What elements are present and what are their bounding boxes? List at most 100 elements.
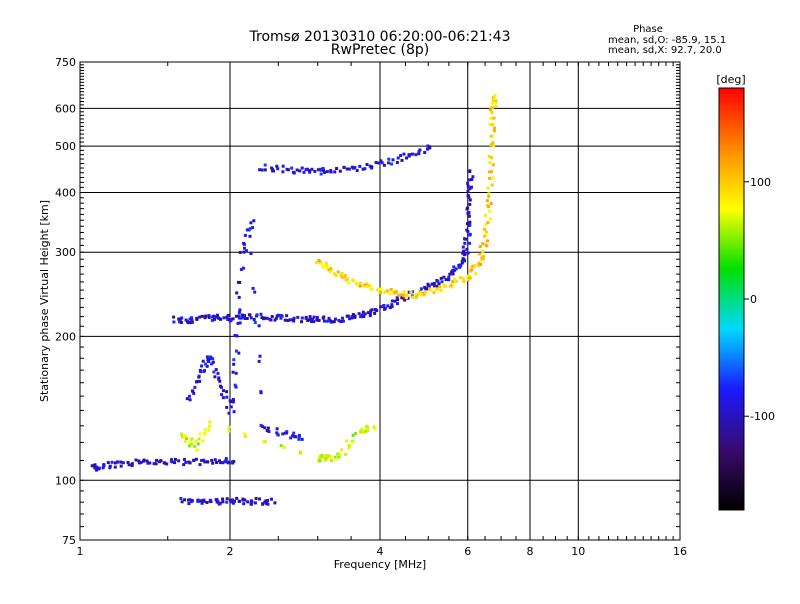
- echo-point: [304, 315, 308, 319]
- echo-point: [324, 261, 328, 265]
- echo-point: [423, 151, 427, 154]
- echo-point: [93, 466, 97, 470]
- x-tick-label: 8: [527, 545, 534, 558]
- echo-point: [322, 168, 326, 172]
- echo-point: [414, 295, 418, 299]
- echo-point: [254, 497, 258, 500]
- echo-point: [365, 285, 368, 289]
- echo-point: [252, 318, 256, 321]
- echo-point: [116, 460, 120, 464]
- echo-point: [483, 227, 486, 231]
- echo-point: [312, 320, 316, 324]
- echo-point: [248, 234, 252, 238]
- echo-point: [390, 299, 394, 303]
- echo-point: [327, 316, 331, 320]
- echo-point: [237, 314, 241, 318]
- echo-point: [339, 320, 343, 324]
- echo-point: [373, 311, 377, 315]
- echo-point: [454, 267, 458, 271]
- echo-point: [383, 290, 387, 294]
- echo-point: [363, 283, 367, 287]
- echo-point: [491, 106, 494, 109]
- echo-point: [258, 168, 262, 172]
- echo-point: [448, 272, 452, 276]
- echo-point: [321, 265, 325, 269]
- echo-point: [185, 397, 189, 401]
- echo-point: [253, 321, 257, 324]
- echo-point: [438, 285, 442, 288]
- echo-point: [217, 377, 221, 381]
- echo-point: [258, 354, 262, 358]
- echo-point: [248, 313, 252, 317]
- echo-point: [108, 464, 112, 468]
- echo-point: [180, 316, 184, 320]
- echo-point: [492, 97, 496, 101]
- echo-point: [319, 167, 323, 171]
- echo-point: [237, 295, 241, 299]
- echo-point: [197, 499, 201, 503]
- echo-point: [259, 390, 263, 394]
- echo-point: [290, 166, 294, 170]
- echo-point: [276, 313, 280, 317]
- echo-point: [274, 316, 278, 320]
- echo-point: [470, 185, 473, 189]
- echo-point: [411, 295, 415, 299]
- echo-point: [488, 161, 492, 164]
- echo-point: [119, 464, 123, 468]
- echo-point: [292, 431, 296, 435]
- echo-point: [260, 168, 264, 172]
- echo-point: [477, 261, 481, 265]
- echo-point: [345, 439, 349, 443]
- echo-point: [222, 389, 225, 393]
- echo-point: [297, 437, 301, 441]
- echo-point: [237, 310, 241, 314]
- x-tick-label: 6: [464, 545, 471, 558]
- echo-point: [194, 439, 198, 443]
- echo-point: [451, 272, 455, 276]
- echo-point: [396, 302, 399, 306]
- echo-point: [234, 371, 238, 375]
- echo-point: [188, 394, 191, 398]
- echo-point: [393, 299, 397, 303]
- echo-point: [422, 293, 426, 297]
- echo-point: [396, 298, 400, 302]
- echo-point: [198, 315, 202, 319]
- echo-point: [455, 280, 459, 284]
- echo-point: [313, 169, 317, 173]
- echo-point: [447, 275, 451, 279]
- echo-point: [488, 176, 492, 180]
- chart-title-line-1: Tromsø 20130310 06:20:00-06:21:43: [249, 29, 511, 45]
- echo-point: [379, 291, 383, 294]
- echo-point: [276, 167, 280, 171]
- echo-point: [283, 318, 287, 322]
- x-axis-ticks: 1 2 4 6 8 10 16: [77, 62, 687, 558]
- echo-point: [492, 129, 496, 133]
- echo-point: [270, 166, 274, 170]
- echo-point: [292, 171, 296, 175]
- echo-point: [452, 277, 456, 281]
- phase-mean-o: mean, sd,O: -85.9, 15.1: [608, 35, 726, 46]
- echo-point: [317, 319, 321, 322]
- echo-point: [328, 319, 332, 323]
- colorbar-tick-label: -100: [750, 410, 775, 423]
- echo-point: [101, 466, 105, 470]
- echo-point: [429, 288, 433, 292]
- echo-point: [183, 458, 186, 461]
- echo-point: [200, 364, 204, 368]
- echo-point: [208, 498, 212, 502]
- echo-point: [470, 264, 474, 268]
- echo-point: [279, 316, 283, 320]
- echo-point: [440, 280, 444, 284]
- echo-point: [450, 282, 454, 286]
- echo-point: [227, 429, 231, 433]
- echo-point: [337, 453, 341, 457]
- echo-point: [191, 389, 195, 393]
- echo-point: [452, 265, 456, 269]
- echo-point: [400, 158, 404, 162]
- echo-point: [365, 424, 369, 428]
- echo-point: [106, 461, 110, 465]
- echo-point: [442, 275, 446, 279]
- echo-point: [329, 267, 333, 271]
- echo-point: [257, 324, 261, 328]
- echo-point: [419, 293, 423, 297]
